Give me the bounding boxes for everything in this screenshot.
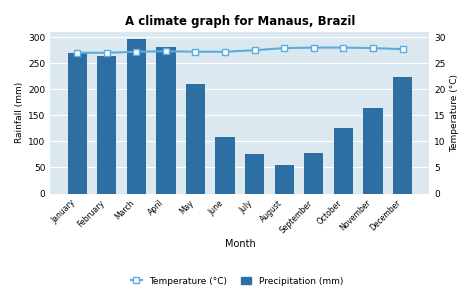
Bar	[245, 154, 264, 193]
Legend: Temperature (°C), Precipitation (mm): Temperature (°C), Precipitation (mm)	[128, 274, 346, 289]
Bar	[304, 154, 323, 193]
Bar	[334, 128, 353, 193]
Bar	[156, 47, 175, 193]
Title: A climate graph for Manaus, Brazil: A climate graph for Manaus, Brazil	[125, 15, 355, 28]
Bar	[186, 84, 205, 193]
Bar	[364, 108, 383, 193]
Bar	[274, 165, 294, 193]
Y-axis label: Temperature (°C): Temperature (°C)	[450, 74, 459, 152]
Bar	[127, 39, 146, 193]
Bar	[216, 137, 235, 193]
Bar	[393, 77, 412, 193]
Y-axis label: Rainfall (mm): Rainfall (mm)	[15, 82, 24, 143]
Bar	[67, 53, 87, 193]
Bar	[97, 57, 116, 193]
X-axis label: Month: Month	[225, 239, 255, 249]
